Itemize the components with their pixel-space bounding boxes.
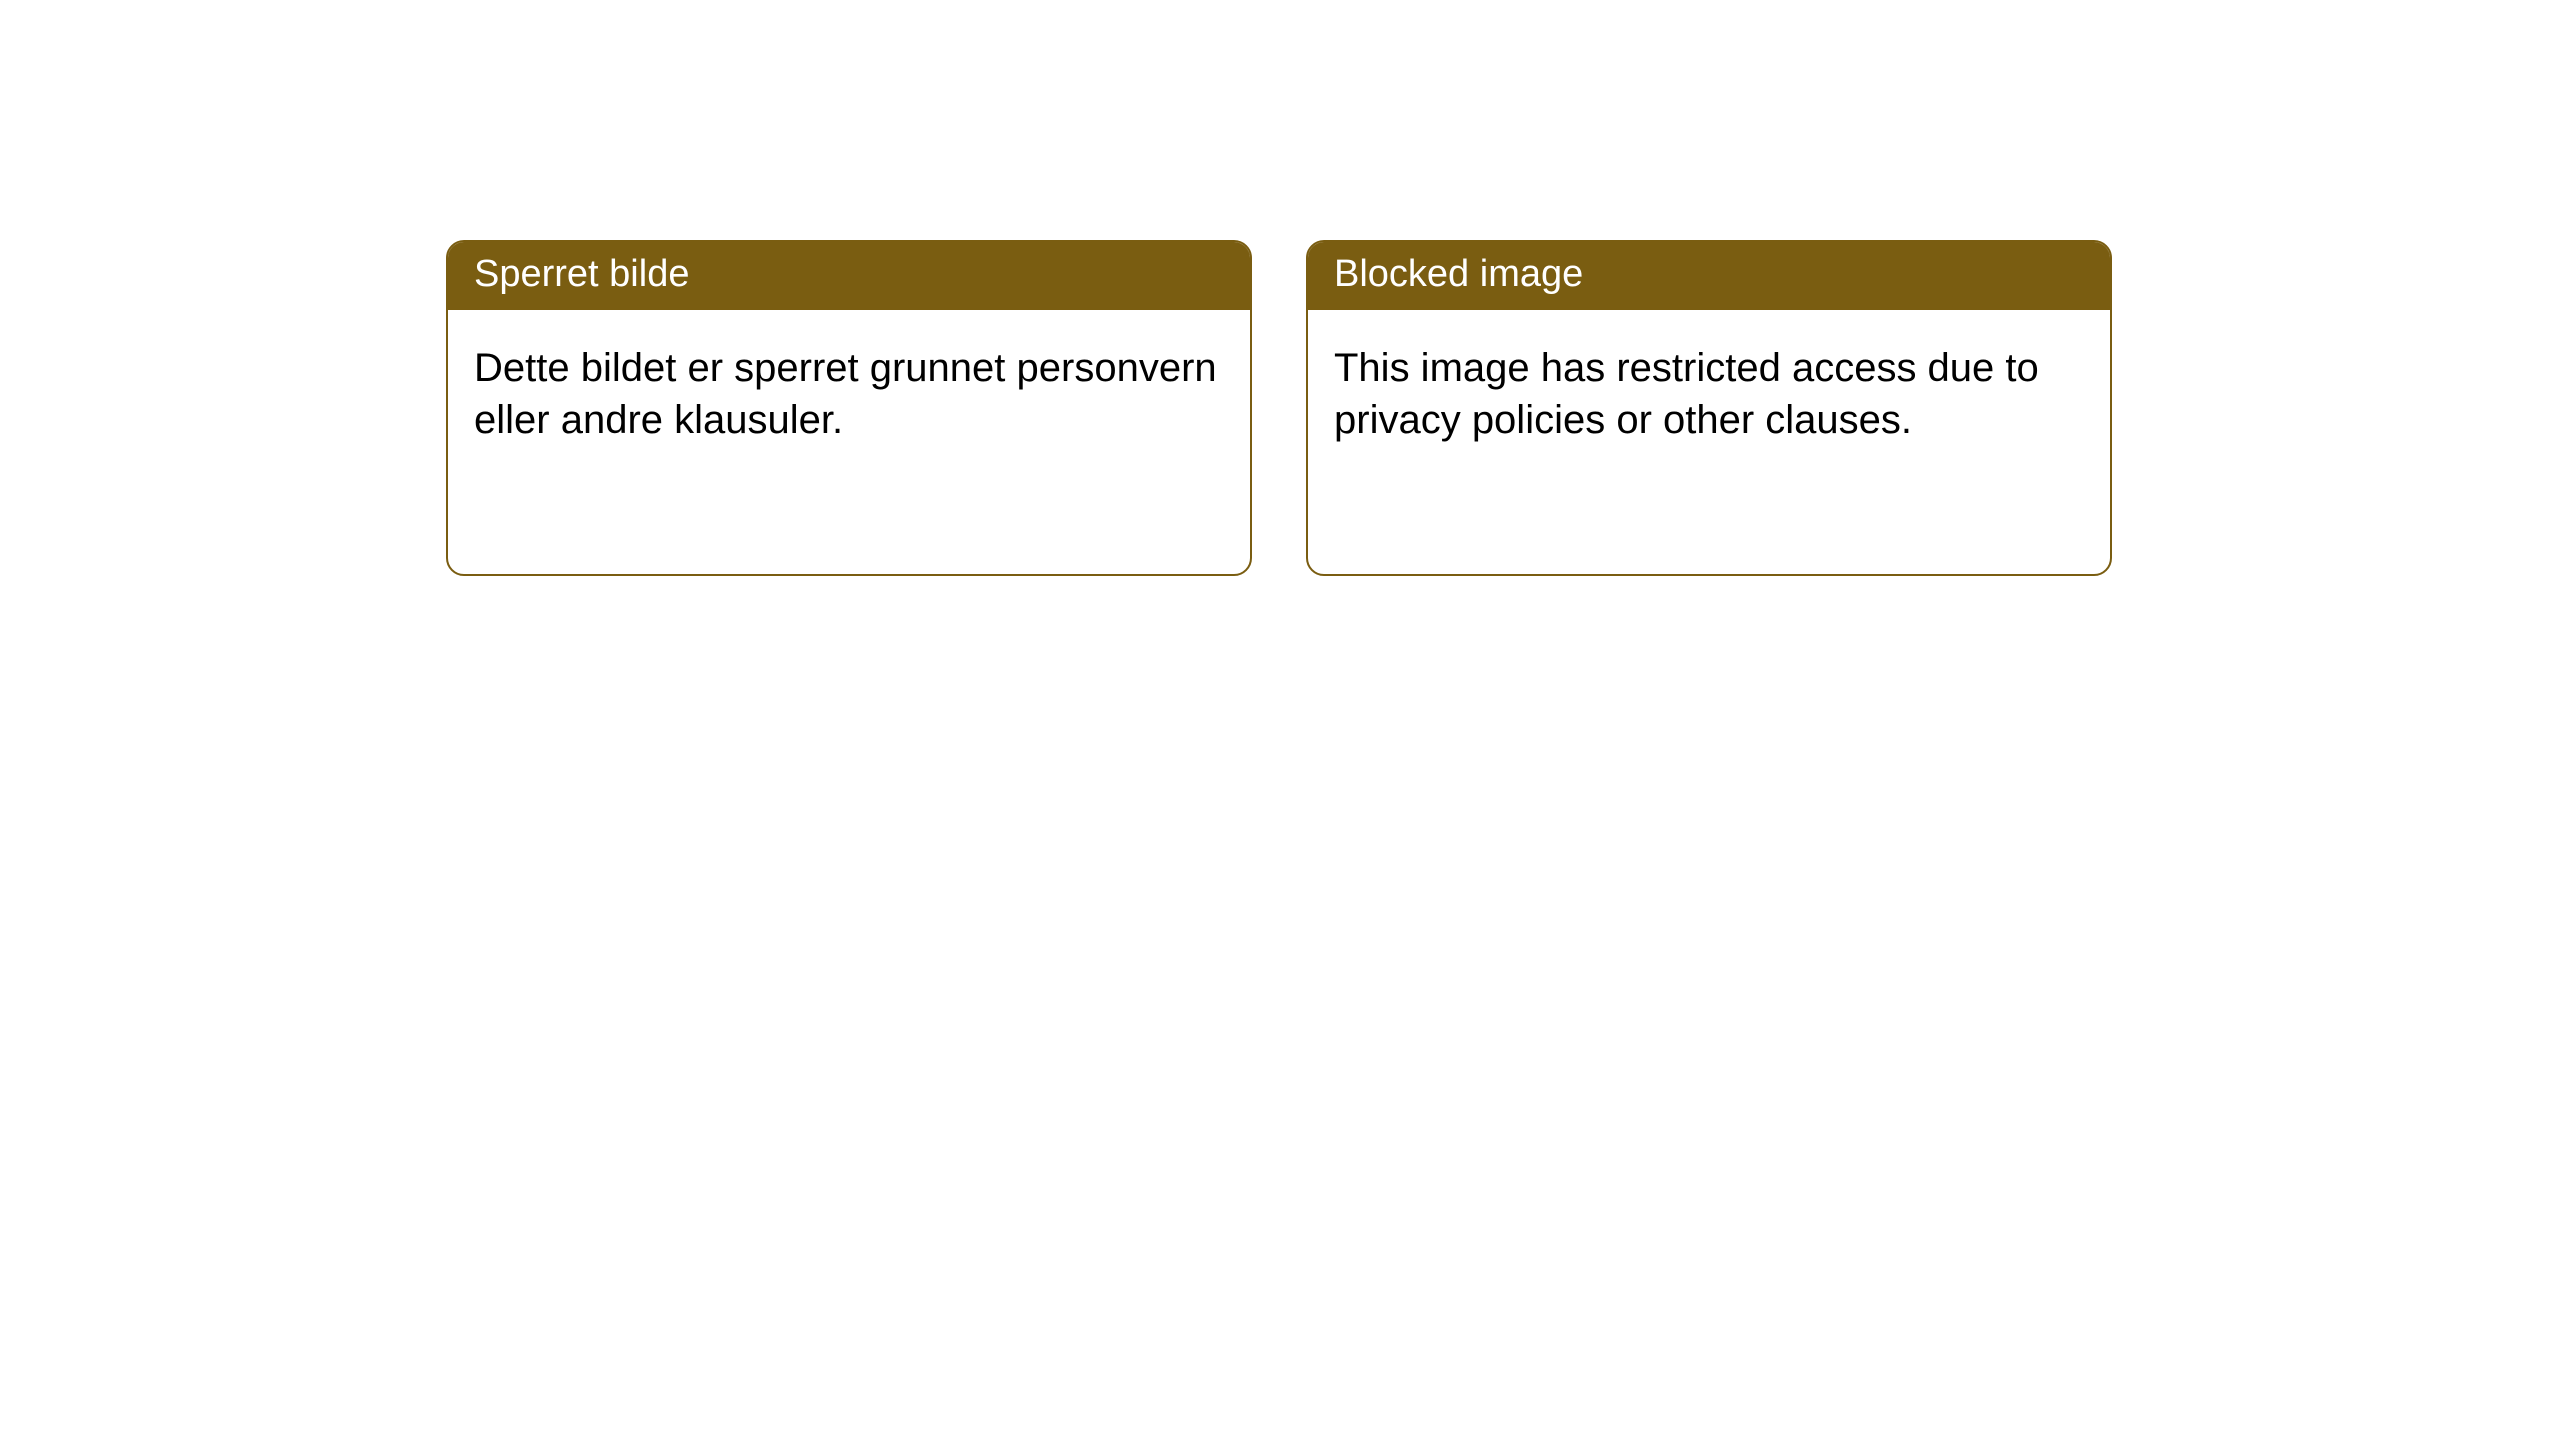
card-body-nb: Dette bildet er sperret grunnet personve… bbox=[448, 310, 1250, 478]
card-header-nb: Sperret bilde bbox=[448, 242, 1250, 310]
card-header-en: Blocked image bbox=[1308, 242, 2110, 310]
blocked-image-card-en: Blocked image This image has restricted … bbox=[1306, 240, 2112, 576]
cards-container: Sperret bilde Dette bildet er sperret gr… bbox=[0, 0, 2560, 576]
card-body-en: This image has restricted access due to … bbox=[1308, 310, 2110, 478]
blocked-image-card-nb: Sperret bilde Dette bildet er sperret gr… bbox=[446, 240, 1252, 576]
